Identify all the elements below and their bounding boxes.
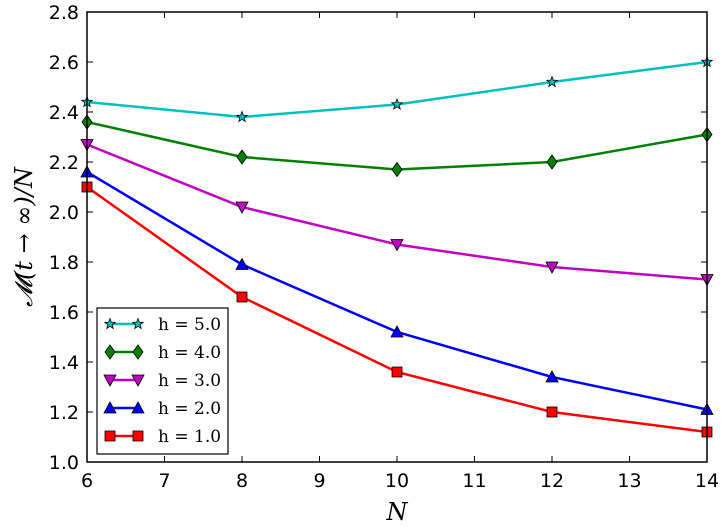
data-point bbox=[546, 406, 558, 418]
series-h-3-0 bbox=[80, 139, 714, 287]
x-tick-label: 6 bbox=[81, 470, 93, 492]
x-tick-label: 7 bbox=[158, 470, 170, 492]
x-tick-label: 9 bbox=[313, 470, 325, 492]
series-h-4-0 bbox=[81, 114, 713, 178]
data-point bbox=[236, 149, 248, 165]
x-tick-label: 13 bbox=[617, 470, 641, 492]
legend-marker bbox=[131, 401, 145, 414]
y-tick-label: 1.0 bbox=[49, 452, 79, 474]
series-h-5-0 bbox=[80, 55, 714, 123]
x-tick-label: 12 bbox=[540, 470, 564, 492]
x-axis-label: N bbox=[386, 498, 409, 526]
legend-label: h = 2.0 bbox=[158, 399, 221, 419]
data-point bbox=[545, 261, 559, 274]
legend-entry: h = 2.0 bbox=[103, 399, 221, 419]
data-point bbox=[236, 291, 248, 303]
data-point bbox=[545, 370, 559, 383]
data-point bbox=[390, 239, 404, 252]
series-h-2-0 bbox=[80, 165, 714, 415]
legend-label: h = 3.0 bbox=[158, 371, 221, 391]
data-point bbox=[235, 257, 249, 270]
y-axis-label: 𝓜(t → ∞)/N bbox=[10, 166, 38, 307]
y-tick-label: 2.8 bbox=[49, 2, 79, 24]
legend-label: h = 1.0 bbox=[158, 427, 221, 447]
legend-entry: h = 3.0 bbox=[103, 371, 221, 391]
data-point bbox=[391, 366, 403, 378]
legend-marker bbox=[132, 344, 144, 360]
y-tick-label: 2.2 bbox=[49, 152, 79, 174]
data-point bbox=[390, 325, 404, 338]
legend-marker bbox=[103, 401, 117, 414]
y-tick-label: 2.4 bbox=[49, 102, 79, 124]
data-point bbox=[235, 201, 249, 214]
x-tick-label: 11 bbox=[462, 470, 486, 492]
plot-frame bbox=[86, 11, 708, 463]
legend-box bbox=[96, 307, 229, 455]
series-line bbox=[86, 60, 708, 119]
y-tick-label: 1.4 bbox=[49, 352, 79, 374]
legend-marker bbox=[104, 344, 116, 360]
x-tick-label: 8 bbox=[236, 470, 248, 492]
legend-marker bbox=[103, 317, 117, 330]
data-point bbox=[545, 75, 559, 88]
data-point bbox=[546, 154, 558, 170]
legend-marker bbox=[104, 430, 116, 442]
legend-label: h = 5.0 bbox=[158, 315, 221, 335]
y-tick-label: 1.2 bbox=[49, 402, 79, 424]
legend-marker bbox=[103, 374, 117, 387]
x-tick-label: 14 bbox=[695, 470, 719, 492]
x-tick-label: 10 bbox=[385, 470, 409, 492]
data-point bbox=[235, 110, 249, 123]
legend-entry: h = 4.0 bbox=[104, 343, 221, 363]
legend-entry: h = 1.0 bbox=[104, 427, 221, 447]
data-point bbox=[390, 97, 404, 110]
legend: h = 5.0 h = 4.0 h = 3.0 h = 2.0 h = 1.0 bbox=[96, 307, 229, 455]
y-tick-label: 1.6 bbox=[49, 302, 79, 324]
y-tick-label: 2.6 bbox=[49, 52, 79, 74]
legend-label: h = 4.0 bbox=[158, 343, 221, 363]
legend-marker bbox=[132, 430, 144, 442]
y-tick-label: 2.0 bbox=[49, 202, 79, 224]
y-tick-label: 1.8 bbox=[49, 252, 79, 274]
legend-marker bbox=[131, 374, 145, 387]
legend-marker bbox=[131, 317, 145, 330]
legend-entry: h = 5.0 bbox=[103, 315, 221, 335]
data-point bbox=[391, 161, 403, 178]
